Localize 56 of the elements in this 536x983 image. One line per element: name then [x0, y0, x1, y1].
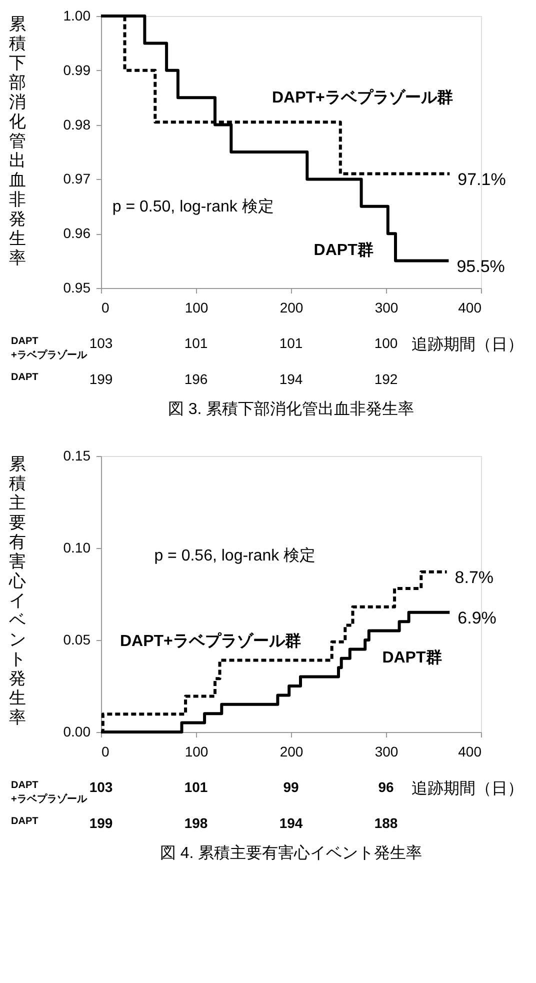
x-tick-label: 100: [184, 744, 208, 760]
text: 100: [374, 335, 398, 351]
text: 96: [378, 779, 394, 795]
y-tick-label: 0.97: [63, 170, 91, 187]
text: 101: [279, 335, 303, 351]
text: 103: [89, 335, 113, 351]
y-tick-label: 0.95: [63, 280, 91, 296]
y-tick-label: 0.05: [63, 632, 91, 648]
x-tick-label: 0: [102, 300, 110, 316]
text: 188: [374, 815, 398, 831]
text: DAPT: [11, 816, 38, 827]
annotation: 95.5%: [456, 256, 505, 276]
x-tick-label: 400: [458, 300, 482, 316]
y-tick-label: 0.00: [63, 724, 91, 740]
x-tick-label: 200: [280, 744, 304, 760]
series-label: DAPT+ラベプラゾール群: [120, 632, 301, 650]
y-tick-label: 0.15: [63, 448, 91, 464]
x-tick-label: 0: [102, 744, 110, 760]
text: 198: [184, 815, 208, 831]
x-tick-label: 400: [458, 744, 482, 760]
x-tick-label: 100: [184, 300, 208, 316]
x-axis-title: 追跡期間（日）: [412, 336, 524, 354]
y-tick-label: 0.98: [63, 116, 91, 132]
text: 103: [89, 779, 113, 795]
series-label: DAPT群: [314, 240, 374, 259]
x-tick-label: 300: [374, 744, 398, 760]
annotation: p = 0.50, log-rank 検定: [112, 197, 274, 216]
text: DAPT +ラベプラゾール: [11, 780, 88, 805]
text: 192: [374, 371, 398, 387]
text: 199: [89, 815, 113, 831]
text: 101: [184, 779, 208, 795]
series-label: DAPT+ラベプラゾール群: [272, 88, 453, 107]
text: DAPT +ラベプラゾール: [11, 336, 88, 361]
y-tick-label: 0.10: [63, 540, 91, 556]
annotation: 6.9%: [458, 608, 496, 628]
text: 図 3. 累積下部消化管出血非発生率: [168, 400, 414, 418]
text: 101: [184, 335, 208, 351]
x-axis-title: 追跡期間（日）: [412, 780, 524, 798]
text: 194: [279, 371, 303, 387]
text: 199: [89, 371, 113, 387]
text: DAPT: [11, 372, 38, 383]
text: 196: [184, 371, 208, 387]
annotation: p = 0.56, log-rank 検定: [154, 546, 316, 564]
y-tick-label: 1.00: [63, 8, 91, 24]
text: 累積下部消化管出血非発生率: [9, 14, 26, 268]
annotation: 8.7%: [454, 568, 494, 587]
y-tick-label: 0.96: [63, 225, 91, 242]
text: 累積主要有害心イベント発生率: [9, 454, 26, 727]
text: 194: [279, 815, 303, 831]
x-tick-label: 200: [280, 300, 304, 316]
text: 図 4. 累積主要有害心イベント発生率: [160, 844, 422, 862]
annotation: 97.1%: [458, 170, 506, 189]
x-tick-label: 300: [374, 300, 398, 316]
y-tick-label: 0.99: [63, 62, 91, 78]
series-label: DAPT群: [382, 648, 442, 666]
text: 99: [283, 779, 299, 795]
